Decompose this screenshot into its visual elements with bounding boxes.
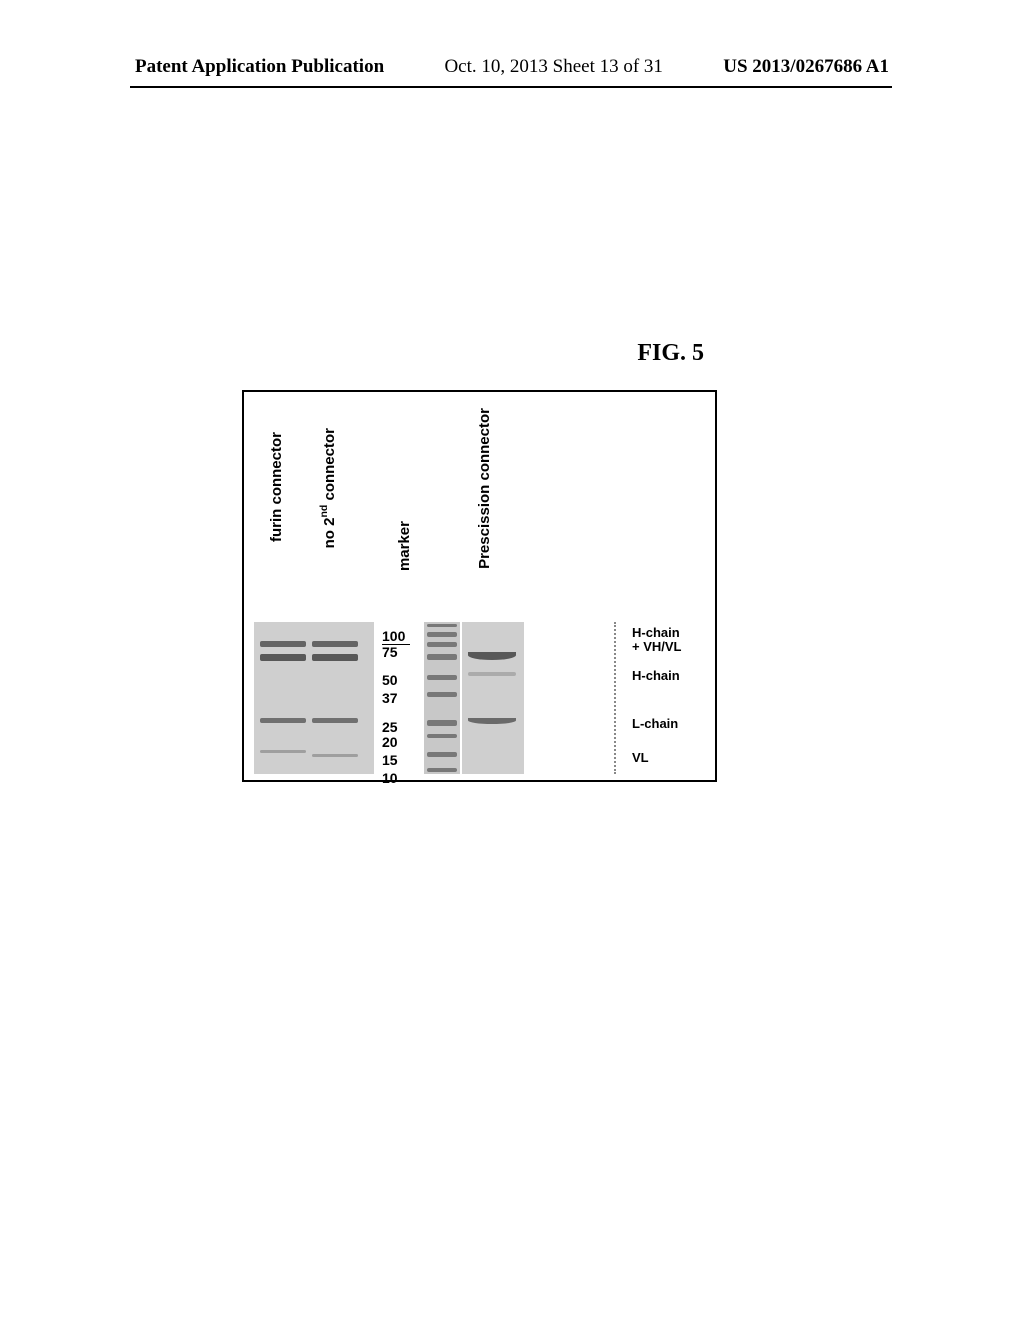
marker-band — [427, 768, 457, 772]
marker-band — [427, 642, 457, 647]
marker-band — [427, 624, 457, 627]
marker-weight-25: 25 — [382, 719, 398, 735]
gel-band — [312, 718, 358, 723]
gel-band — [312, 654, 358, 661]
figure-label: FIG. 5 — [637, 340, 704, 367]
marker-band — [427, 692, 457, 697]
gel-band — [312, 754, 358, 757]
no2nd-prefix: no 2 — [321, 518, 338, 549]
hchain-vhvl-l1: H-chain — [632, 625, 680, 640]
gel-panel-right — [462, 622, 524, 774]
marker-weight-50: 50 — [382, 672, 398, 688]
marker-weight-100: 100 — [382, 628, 405, 644]
no2nd-sup: nd — [318, 505, 330, 518]
marker-weight-37: 37 — [382, 690, 398, 706]
band-label-vl: VL — [632, 750, 649, 765]
marker-weight-20: 20 — [382, 734, 398, 750]
header-left: Patent Application Publication — [135, 56, 384, 78]
gel-band — [260, 641, 306, 647]
band-label-lchain: L-chain — [632, 716, 678, 731]
gel-band — [260, 654, 306, 661]
page-header: Patent Application Publication Oct. 10, … — [0, 56, 1024, 78]
gel-band — [468, 672, 516, 676]
marker-band — [427, 654, 457, 660]
band-label-hchain: H-chain — [632, 668, 680, 683]
lane-label-prescission: Prescission connector — [476, 408, 493, 569]
marker-weight-75: 75 — [382, 644, 398, 660]
marker-band — [427, 632, 457, 637]
lane-label-furin: furin connector — [268, 432, 285, 542]
header-center: Oct. 10, 2013 Sheet 13 of 31 — [444, 56, 662, 78]
lane-label-marker: marker — [396, 521, 413, 571]
gel-band — [260, 718, 306, 723]
gel-band — [260, 750, 306, 753]
lane-label-no-2nd: no 2nd connector — [318, 428, 338, 548]
figure-container: furin connector no 2nd connector marker … — [242, 390, 717, 782]
marker-band — [427, 720, 457, 726]
header-rule — [130, 86, 892, 88]
gel-band — [312, 641, 358, 647]
no2nd-suffix: connector — [321, 428, 338, 505]
marker-weight-15: 15 — [382, 752, 398, 768]
band-label-hchain-vhvl: H-chain + VH/VL — [632, 626, 682, 655]
marker-weight-10: 10 — [382, 770, 398, 786]
marker-band — [427, 734, 457, 738]
hchain-vhvl-l2: + VH/VL — [632, 639, 682, 654]
marker-band — [427, 752, 457, 757]
header-right: US 2013/0267686 A1 — [723, 56, 889, 78]
marker-band — [427, 675, 457, 680]
